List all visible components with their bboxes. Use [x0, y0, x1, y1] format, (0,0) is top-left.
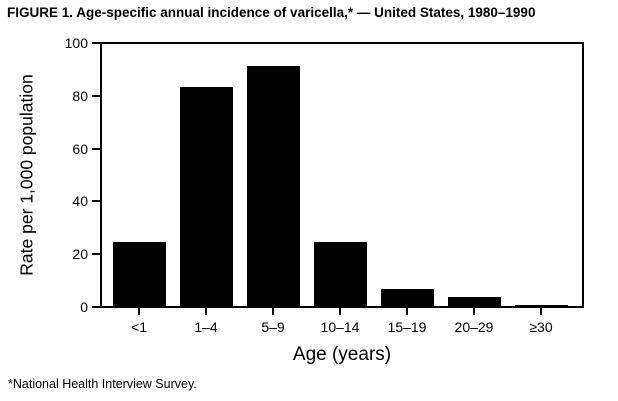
y-tick-mark	[92, 253, 100, 255]
y-tick-label: 40	[72, 193, 88, 209]
y-tick-label: 60	[72, 141, 88, 157]
figure-footnote: *National Health Interview Survey.	[8, 377, 197, 391]
bar-≥30	[515, 305, 568, 306]
x-tick-mark	[540, 308, 542, 315]
y-tick-mark	[92, 148, 100, 150]
x-tick-mark	[138, 308, 140, 315]
x-tick-mark	[272, 308, 274, 315]
x-tick-label: 1–4	[194, 319, 218, 335]
x-tick-label: 20–29	[454, 319, 494, 335]
x-tick-mark	[406, 308, 408, 315]
x-tick-label: 5–9	[261, 319, 285, 335]
bar-10–14	[314, 242, 367, 306]
y-tick-mark	[92, 200, 100, 202]
x-axis-label: Age (years)	[292, 344, 392, 365]
bar-20–29	[448, 297, 501, 306]
y-tick-label: 20	[72, 246, 88, 262]
x-tick-mark	[339, 308, 341, 315]
bar-5–9	[247, 66, 300, 306]
bar-<1	[113, 242, 166, 306]
x-tick-mark	[205, 308, 207, 315]
y-tick-mark	[92, 95, 100, 97]
x-tick-label: ≥30	[529, 319, 553, 335]
y-tick-label: 80	[72, 88, 88, 104]
x-tick-mark	[473, 308, 475, 315]
x-tick-label: 15–19	[387, 319, 427, 335]
y-axis-label: Rate per 1,000 population	[16, 74, 37, 276]
x-tick-label: <1	[131, 319, 147, 335]
y-tick-mark	[92, 306, 100, 308]
y-tick-label: 0	[80, 299, 88, 315]
y-tick-label: 100	[64, 35, 88, 51]
bar-1–4	[180, 87, 233, 306]
x-tick-label: 10–14	[320, 319, 360, 335]
y-tick-mark	[92, 42, 100, 44]
figure-title: FIGURE 1. Age-specific annual incidence …	[7, 5, 536, 20]
bar-15–19	[381, 289, 434, 306]
